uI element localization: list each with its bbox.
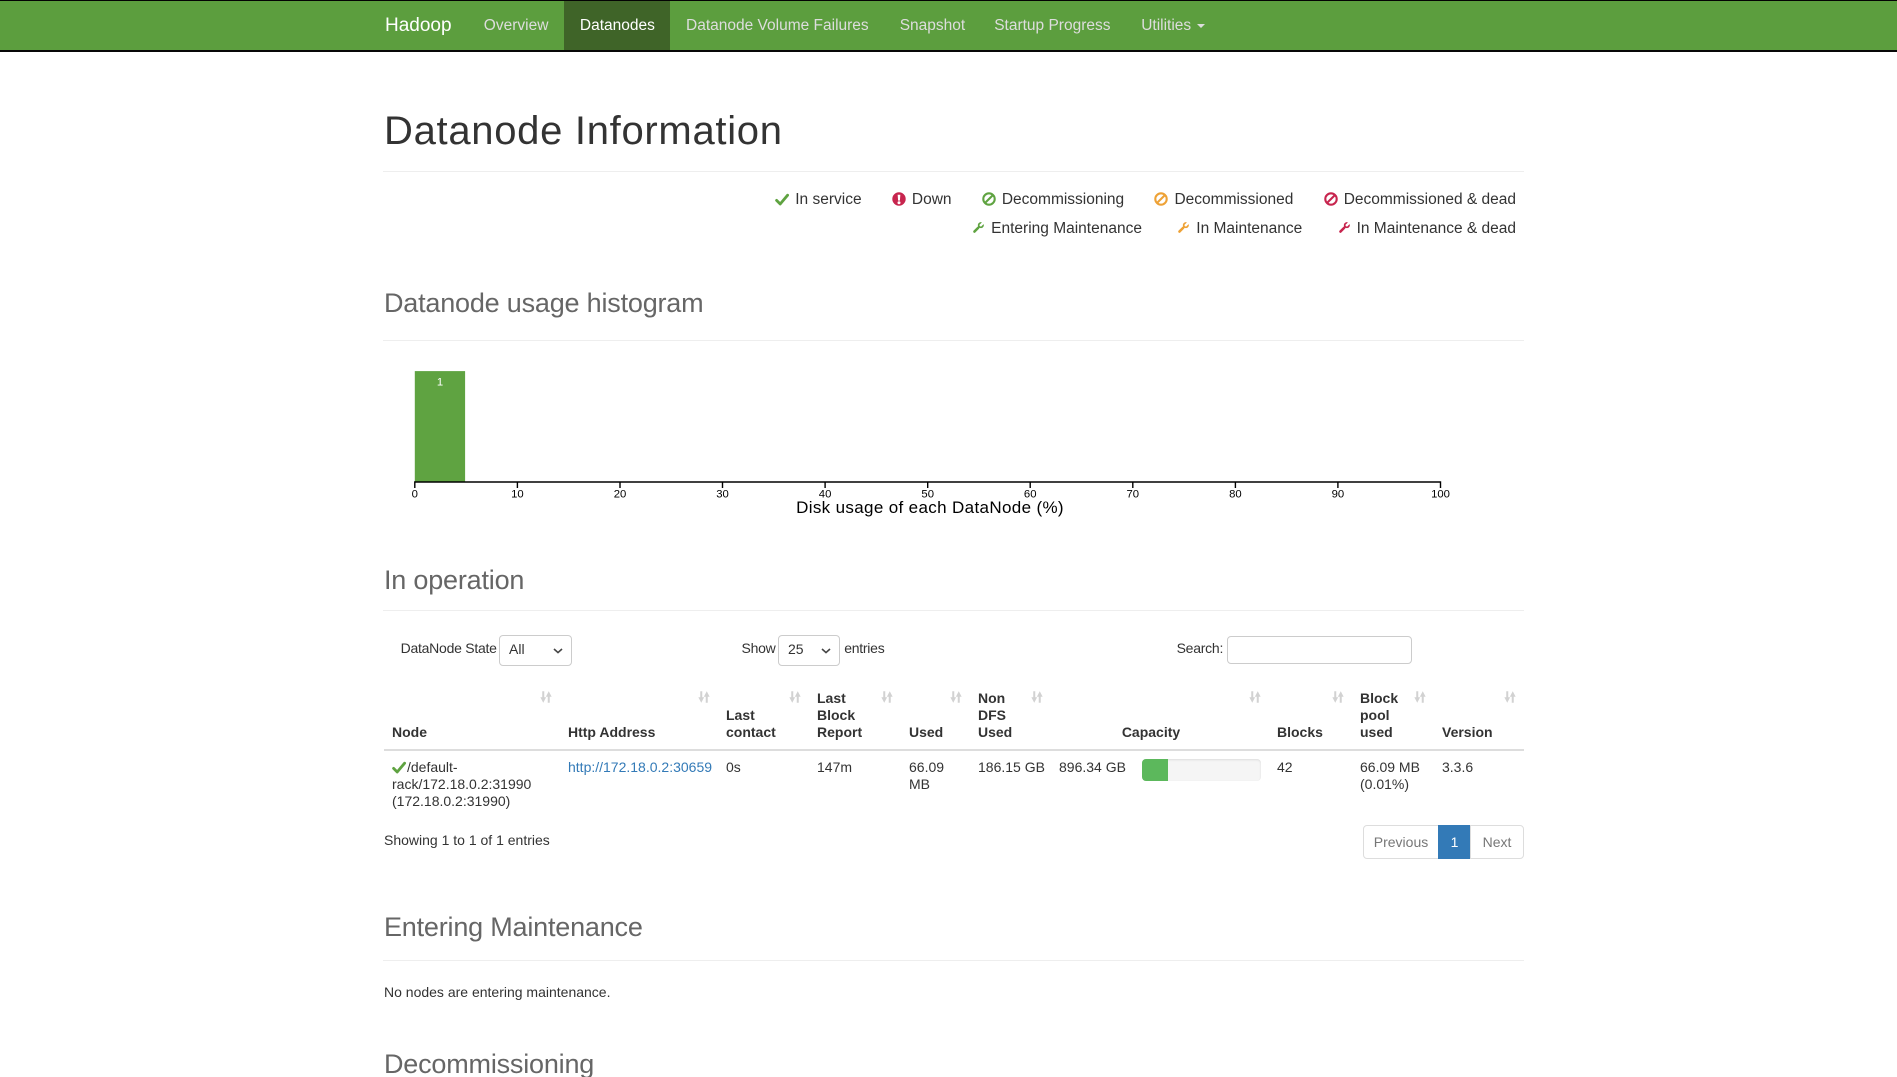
svg-text:90: 90 [1332,489,1345,501]
svg-text:0: 0 [412,489,418,501]
svg-text:10: 10 [511,489,524,501]
svg-text:Disk usage of each DataNode (%: Disk usage of each DataNode (%) [796,498,1064,517]
svg-text:60: 60 [1024,489,1037,501]
svg-text:40: 40 [819,489,832,501]
svg-text:30: 30 [716,489,729,501]
svg-text:70: 70 [1127,489,1140,501]
svg-text:50: 50 [921,489,934,501]
svg-text:1: 1 [437,377,443,389]
svg-text:20: 20 [614,489,627,501]
svg-text:100: 100 [1431,489,1450,501]
svg-text:80: 80 [1229,489,1242,501]
